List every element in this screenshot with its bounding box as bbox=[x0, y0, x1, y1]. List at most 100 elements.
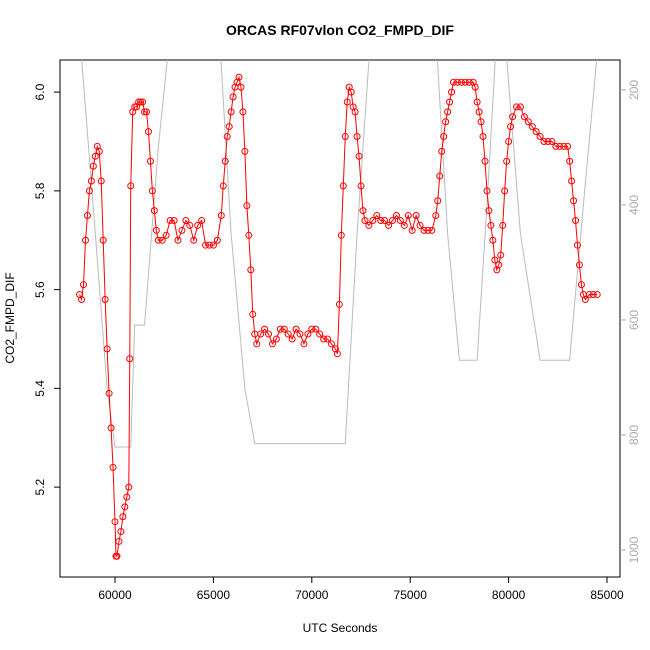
data-point bbox=[324, 335, 332, 343]
data-point bbox=[593, 291, 601, 299]
data-point bbox=[392, 212, 400, 220]
data-point bbox=[268, 340, 276, 348]
data-point bbox=[91, 152, 99, 160]
data-point bbox=[320, 335, 328, 343]
data-point bbox=[235, 73, 243, 81]
data-point bbox=[80, 281, 88, 289]
data-point bbox=[99, 236, 107, 244]
data-point bbox=[479, 133, 487, 141]
data-point bbox=[341, 133, 349, 141]
x-tick-label: 85000 bbox=[590, 588, 624, 602]
data-point bbox=[123, 493, 131, 501]
data-point bbox=[566, 157, 574, 165]
data-point bbox=[373, 212, 381, 220]
data-point bbox=[162, 231, 170, 239]
data-point bbox=[229, 93, 237, 101]
data-point bbox=[369, 216, 377, 224]
y-tick-label: 5.4 bbox=[33, 380, 47, 397]
data-point bbox=[225, 123, 233, 131]
data-point bbox=[213, 236, 221, 244]
data-point bbox=[357, 182, 365, 190]
data-point bbox=[438, 147, 446, 155]
data-point bbox=[237, 83, 245, 91]
y2-tick-label: 600 bbox=[627, 310, 641, 330]
data-point bbox=[499, 221, 507, 229]
data-point bbox=[292, 325, 300, 333]
data-point bbox=[528, 123, 536, 131]
y2-tick-label: 200 bbox=[627, 80, 641, 100]
data-point bbox=[501, 187, 509, 195]
x-tick-label: 70000 bbox=[295, 588, 329, 602]
data-point bbox=[97, 177, 105, 185]
data-point bbox=[532, 128, 540, 136]
data-point bbox=[150, 207, 158, 215]
data-point bbox=[544, 137, 552, 145]
data-point bbox=[105, 389, 113, 397]
data-point bbox=[154, 236, 162, 244]
y2-line bbox=[81, 60, 598, 448]
data-point bbox=[564, 142, 572, 150]
data-point bbox=[365, 221, 373, 229]
plot-frame bbox=[59, 59, 621, 578]
data-point bbox=[186, 221, 194, 229]
data-point bbox=[577, 281, 585, 289]
data-point bbox=[487, 221, 495, 229]
data-point bbox=[280, 325, 288, 333]
data-point bbox=[304, 330, 312, 338]
data-point bbox=[339, 182, 347, 190]
data-point bbox=[81, 236, 89, 244]
data-point bbox=[113, 552, 121, 560]
data-point bbox=[575, 261, 583, 269]
data-point bbox=[249, 310, 257, 318]
data-point bbox=[585, 291, 593, 299]
data-point bbox=[377, 216, 385, 224]
data-point bbox=[148, 187, 156, 195]
data-point bbox=[78, 295, 86, 303]
data-point bbox=[351, 108, 359, 116]
data-point bbox=[444, 108, 452, 116]
data-point bbox=[453, 78, 461, 86]
data-point bbox=[335, 300, 343, 308]
data-point bbox=[347, 88, 355, 96]
data-point bbox=[144, 128, 152, 136]
y2-tick-label: 400 bbox=[627, 195, 641, 215]
data-point bbox=[217, 212, 225, 220]
plot-area bbox=[76, 60, 601, 560]
data-point bbox=[573, 241, 581, 249]
data-point bbox=[300, 340, 308, 348]
data-point bbox=[146, 157, 154, 165]
data-point bbox=[388, 216, 396, 224]
y2-tick-label: 1000 bbox=[627, 536, 641, 563]
data-point bbox=[556, 142, 564, 150]
data-point bbox=[119, 513, 127, 521]
data-point bbox=[308, 325, 316, 333]
data-point bbox=[117, 528, 125, 536]
data-point bbox=[170, 216, 178, 224]
data-point bbox=[540, 137, 548, 145]
data-point bbox=[223, 133, 231, 141]
data-point bbox=[316, 330, 324, 338]
data-point bbox=[284, 330, 292, 338]
data-point bbox=[141, 108, 149, 116]
data-point bbox=[198, 216, 206, 224]
data-point bbox=[142, 108, 150, 116]
data-point bbox=[115, 537, 123, 545]
y2-tick-label: 800 bbox=[627, 425, 641, 445]
y-tick-label: 5.6 bbox=[33, 281, 47, 298]
data-point bbox=[190, 236, 198, 244]
data-point bbox=[581, 295, 589, 303]
data-point bbox=[327, 340, 335, 348]
data-point bbox=[239, 108, 247, 116]
x-tick-label: 65000 bbox=[197, 588, 231, 602]
data-point bbox=[446, 98, 454, 106]
data-point bbox=[448, 88, 456, 96]
data-point bbox=[333, 350, 341, 358]
data-point bbox=[121, 503, 129, 511]
data-point bbox=[127, 182, 135, 190]
data-point bbox=[424, 226, 432, 234]
data-point bbox=[416, 221, 424, 229]
data-point bbox=[503, 157, 511, 165]
data-point bbox=[83, 212, 91, 220]
data-point bbox=[111, 518, 119, 526]
